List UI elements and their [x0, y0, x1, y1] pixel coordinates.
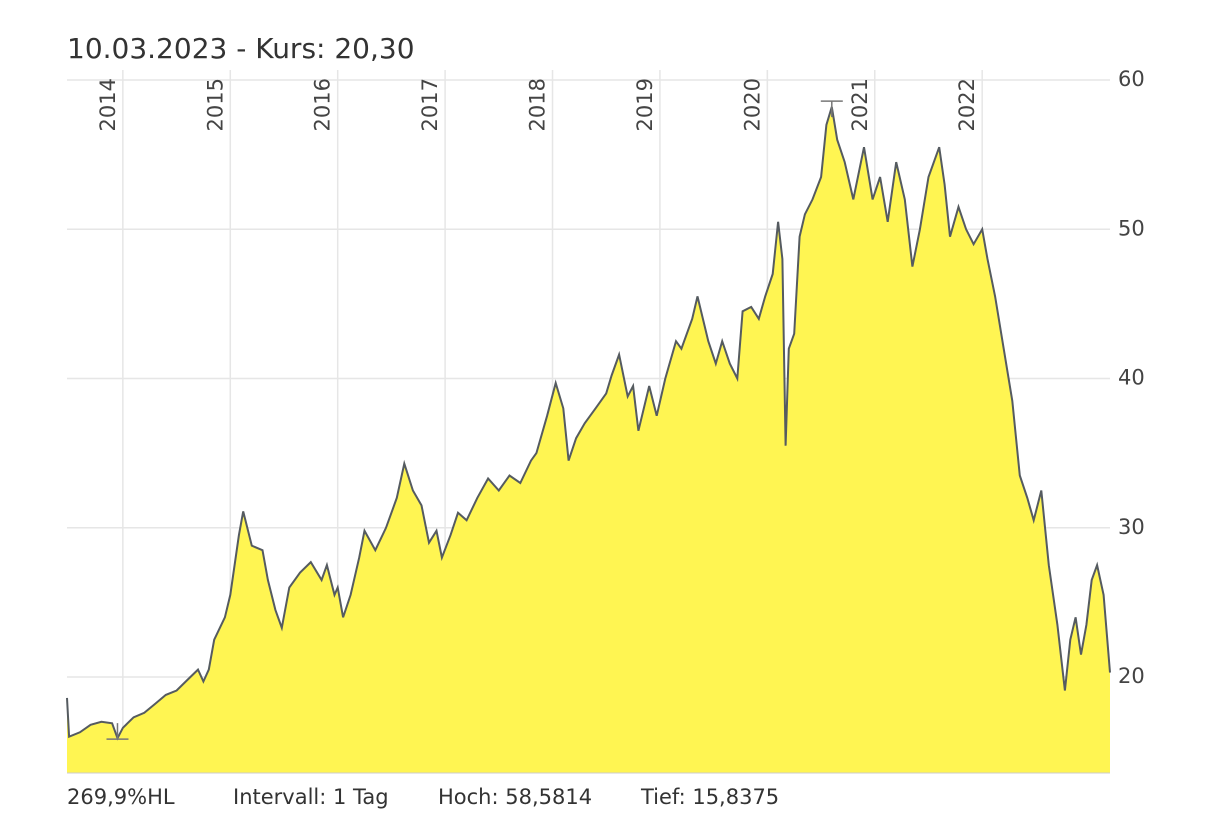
footer-text: Tief: 15,8375	[640, 785, 779, 809]
x-tick-label: 2015	[203, 78, 227, 131]
chart-title: 10.03.2023 - Kurs: 20,30	[67, 32, 415, 65]
x-tick-label: 2021	[848, 78, 872, 131]
price-line	[66, 106, 1111, 741]
y-tick-label: 40	[1118, 366, 1145, 390]
x-tick-label: 2014	[96, 78, 120, 131]
y-tick-label: 20	[1118, 664, 1145, 688]
footer-text: Hoch: 58,5814	[438, 785, 592, 809]
extreme-marker	[106, 723, 129, 740]
x-tick-label: 2016	[311, 78, 335, 131]
footer-text: Intervall: 1 Tag	[233, 785, 389, 809]
x-tick-label: 2019	[633, 78, 657, 131]
y-tick-label: 30	[1118, 515, 1145, 539]
y-tick-label: 60	[1118, 67, 1145, 91]
x-tick-label: 2022	[955, 78, 979, 131]
area-fill	[67, 106, 1110, 773]
y-tick-label: 50	[1118, 216, 1145, 240]
extreme-marker	[820, 100, 843, 118]
x-tick-label: 2018	[526, 78, 550, 131]
footer-text: 269,9%HL	[67, 785, 175, 809]
x-tick-label: 2020	[740, 78, 764, 131]
x-tick-label: 2017	[418, 78, 442, 131]
